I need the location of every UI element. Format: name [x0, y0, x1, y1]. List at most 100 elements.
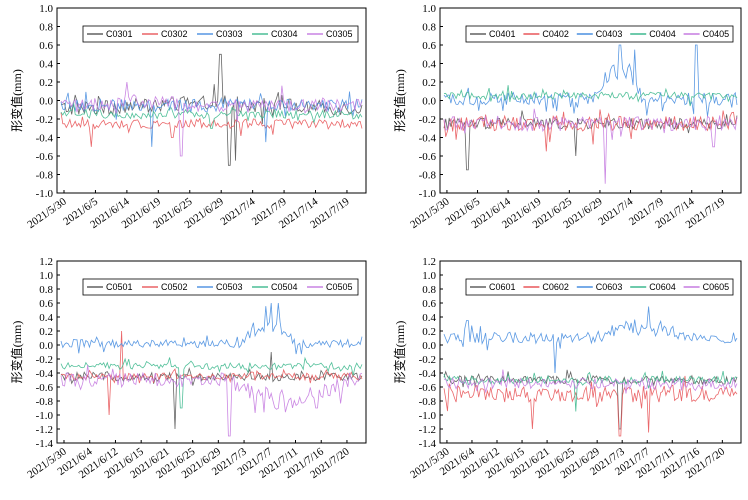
- y-tick-label: 0.0: [422, 340, 436, 352]
- y-tick-label: -0.6: [419, 382, 437, 394]
- legend-label: C0304: [271, 29, 298, 39]
- legend-label: C0505: [326, 282, 353, 292]
- legend-label: C0305: [326, 29, 353, 39]
- y-tick-label: 0.0: [39, 340, 53, 352]
- x-tick-label: 2021/5/30: [25, 195, 69, 231]
- series-line-C0403: [443, 44, 738, 117]
- legend-label: C0502: [161, 282, 188, 292]
- y-tick-label: -1.0: [419, 188, 437, 200]
- y-tick-label: 0.0: [39, 96, 53, 108]
- chart-panel-bottom-left: 1.2 1.0 0.8 0.6 0.4 0.2 0.0 -0.2 -0.4 -0.6 -0.8 -1.…: [9, 256, 367, 481]
- series-group: [60, 302, 363, 437]
- y-tick-label: 0.4: [39, 312, 53, 324]
- y-axis-label: 形变值(mm): [392, 321, 407, 384]
- series-line-C0501: [60, 351, 363, 430]
- y-tick-label: 1.0: [422, 3, 436, 15]
- y-tick-label: 0.6: [422, 298, 436, 310]
- series-line-C0401: [443, 110, 738, 171]
- y-tick-label: -1.2: [36, 424, 53, 436]
- plot-frame: [439, 260, 742, 444]
- y-tick-label: -0.4: [419, 368, 437, 380]
- y-tick-label: -0.8: [36, 170, 54, 182]
- legend-label: C0403: [596, 29, 623, 39]
- y-tick-label: -0.8: [419, 170, 437, 182]
- y-tick-label: 1.0: [39, 3, 53, 15]
- series-line-C0602: [443, 375, 738, 437]
- y-tick-label: 1.0: [39, 270, 53, 282]
- y-tick-label: -1.0: [36, 410, 54, 422]
- y-axis-label: 形变值(mm): [9, 321, 24, 384]
- y-tick-label: -0.4: [419, 133, 437, 145]
- series-line-C0402: [443, 109, 738, 152]
- series-line-C0503: [60, 302, 363, 355]
- y-tick-label: 0.0: [422, 96, 436, 108]
- chart-panel-top-left: 1.0 0.8 0.6 0.4 0.2 0.0 -0.2 -0.4 -0.6 -0.8 -1.0 形变…: [9, 3, 367, 231]
- series-line-C0505: [60, 364, 363, 437]
- y-tick-label: -0.8: [36, 396, 54, 408]
- chart-panel-top-right: 1.0 0.8 0.6 0.4 0.2 0.0 -0.2 -0.4 -0.6 -0.8 -1.0 形变…: [392, 3, 742, 231]
- legend-label: C0601: [489, 282, 516, 292]
- legend-box: [82, 25, 359, 43]
- x-tick-label: 2021/5/30: [408, 195, 452, 231]
- series-line-C0504: [60, 356, 363, 409]
- legend-label: C0401: [489, 29, 516, 39]
- y-tick-label: 1.0: [422, 270, 436, 282]
- legend-box: [465, 25, 734, 43]
- y-tick-label: 0.6: [39, 298, 53, 310]
- legend-label: C0503: [216, 282, 243, 292]
- y-tick-label: 0.6: [39, 40, 53, 52]
- y-tick-label: 0.2: [422, 77, 436, 89]
- series-line-C0304: [60, 101, 363, 129]
- plot-frame: [56, 260, 367, 444]
- y-tick-label: 0.2: [39, 326, 53, 338]
- legend-box: [465, 278, 734, 296]
- series-group: [443, 44, 738, 184]
- legend-label: C0302: [161, 29, 188, 39]
- y-axis-label: 形变值(mm): [9, 69, 24, 132]
- legend-label: C0501: [106, 282, 133, 292]
- y-tick-label: -1.2: [419, 424, 436, 436]
- legend-label: C0604: [649, 282, 676, 292]
- legend-label: C0404: [649, 29, 676, 39]
- y-tick-label: -1.0: [419, 410, 437, 422]
- y-tick-label: 0.4: [422, 59, 436, 71]
- legend-label: C0402: [542, 29, 569, 39]
- y-tick-label: 1.2: [39, 256, 53, 268]
- y-tick-label: -1.0: [36, 188, 54, 200]
- series-line-C0605: [443, 369, 738, 394]
- series-line-C0303: [60, 91, 363, 147]
- x-tick-label: 2021/7/4: [218, 195, 257, 228]
- legend-label: C0301: [106, 29, 133, 39]
- y-tick-label: 0.8: [39, 22, 53, 34]
- y-tick-label: 0.2: [422, 326, 436, 338]
- series-line-C0604: [443, 370, 738, 412]
- y-tick-label: 0.4: [422, 312, 436, 324]
- y-tick-label: 0.8: [422, 22, 436, 34]
- y-tick-label: 0.8: [422, 284, 436, 296]
- legend-box: [82, 278, 359, 296]
- y-tick-label: -0.6: [36, 382, 54, 394]
- y-axis-label: 形变值(mm): [392, 69, 407, 132]
- series-line-C0603: [443, 306, 738, 374]
- series-group: [60, 53, 363, 166]
- y-tick-label: -0.2: [36, 114, 53, 126]
- y-tick-label: -0.6: [36, 151, 54, 163]
- series-line-C0601: [443, 369, 738, 430]
- y-tick-label: 0.2: [39, 77, 53, 89]
- y-tick-label: -1.4: [36, 438, 54, 450]
- legend-label: C0603: [596, 282, 623, 292]
- series-line-C0302: [60, 112, 363, 147]
- series-line-C0301: [60, 53, 363, 166]
- y-tick-label: -0.4: [36, 368, 54, 380]
- y-tick-label: -0.8: [419, 396, 437, 408]
- series-line-C0405: [443, 108, 738, 184]
- y-tick-label: 0.4: [39, 59, 53, 71]
- legend-label: C0303: [216, 29, 243, 39]
- legend-label: C0602: [542, 282, 569, 292]
- chart-panel-bottom-right: 1.2 1.0 0.8 0.6 0.4 0.2 0.0 -0.2 -0.4 -0.6 -0.8 -1.…: [392, 256, 742, 481]
- legend-label: C0605: [703, 282, 730, 292]
- series-line-C0404: [443, 85, 738, 107]
- y-tick-label: -1.4: [419, 438, 437, 450]
